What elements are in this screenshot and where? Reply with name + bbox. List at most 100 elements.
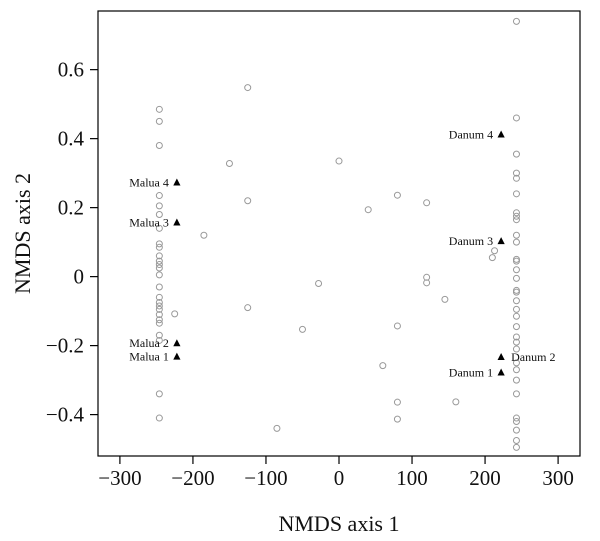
sample-point — [244, 84, 252, 92]
plot-frame — [97, 10, 581, 457]
sample-point — [393, 191, 401, 199]
sample-point — [512, 376, 520, 384]
sample-point — [512, 231, 520, 239]
sample-point — [244, 304, 252, 312]
sample-point — [512, 288, 520, 296]
sample-point — [244, 197, 252, 205]
sample-point — [155, 293, 163, 301]
site-point — [173, 218, 181, 226]
sample-point — [155, 331, 163, 339]
sample-point — [512, 390, 520, 398]
sample-point — [155, 316, 163, 324]
sample-point — [512, 418, 520, 426]
sample-point — [452, 398, 460, 406]
sample-point — [512, 323, 520, 331]
sample-point — [393, 415, 401, 423]
y-tick-label: 0 — [74, 265, 85, 289]
sample-point — [155, 142, 163, 150]
x-tick-label: 0 — [334, 466, 345, 490]
sample-point — [512, 312, 520, 320]
site-point — [173, 352, 181, 360]
sample-point — [512, 443, 520, 451]
sample-point — [155, 257, 163, 265]
site-point — [497, 352, 505, 360]
x-tick-label: −200 — [171, 466, 214, 490]
sample-point — [155, 302, 163, 310]
sample-point — [512, 17, 520, 25]
sample-point — [491, 247, 499, 255]
site-point — [497, 130, 505, 138]
y-tick-label: 0.6 — [58, 58, 84, 82]
sample-point — [512, 274, 520, 282]
site-point-label: Danum 2 — [511, 350, 555, 364]
sample-point — [512, 238, 520, 246]
sample-point — [512, 414, 520, 422]
site-point — [173, 339, 181, 347]
x-tick-label: 100 — [396, 466, 428, 490]
sample-point — [512, 366, 520, 374]
sample-point — [315, 280, 323, 288]
sample-point — [512, 114, 520, 122]
sample-point — [155, 240, 163, 248]
sample-point — [512, 436, 520, 444]
sample-point — [225, 159, 233, 167]
sample-point — [155, 305, 163, 313]
sample-point — [512, 266, 520, 274]
sample-point — [155, 105, 163, 113]
y-tick-label: −0.2 — [46, 334, 84, 358]
x-axis-title: NMDS axis 1 — [278, 511, 399, 536]
y-tick-label: −0.4 — [46, 403, 85, 427]
y-tick-label: 0.4 — [58, 127, 85, 151]
sample-point — [512, 426, 520, 434]
site-point-label: Malua 2 — [129, 336, 169, 350]
x-tick-label: 200 — [469, 466, 501, 490]
sample-point — [298, 325, 306, 333]
sample-point — [364, 206, 372, 214]
x-axis: −300 −200 −100 0 100 200 300 — [98, 456, 574, 490]
sample-point — [155, 224, 163, 232]
sample-point — [512, 338, 520, 346]
site-point — [173, 178, 181, 186]
sample-point — [155, 202, 163, 210]
sample-point — [423, 199, 431, 207]
x-tick-label: −100 — [244, 466, 287, 490]
sample-point — [512, 190, 520, 198]
sample-point — [155, 283, 163, 291]
sample-points — [155, 17, 520, 451]
sample-point — [512, 359, 520, 367]
sample-point — [335, 157, 343, 165]
x-tick-label: −300 — [98, 466, 141, 490]
site-point — [497, 368, 505, 376]
sample-point — [393, 322, 401, 330]
site-point-label: Danum 4 — [449, 127, 493, 141]
sample-point — [379, 362, 387, 370]
site-point-label: Malua 4 — [129, 175, 169, 189]
sample-point — [155, 390, 163, 398]
sample-point — [512, 212, 520, 220]
sample-point — [155, 336, 163, 344]
sample-point — [200, 231, 208, 239]
sample-point — [171, 310, 179, 318]
site-point-label: Danum 1 — [449, 366, 493, 380]
sample-point — [512, 297, 520, 305]
site-point — [497, 237, 505, 245]
sample-point — [155, 261, 163, 269]
sample-point — [423, 279, 431, 287]
sample-point — [155, 319, 163, 327]
sample-point — [512, 174, 520, 182]
sample-point — [155, 117, 163, 125]
sample-point — [512, 333, 520, 341]
sample-point — [512, 209, 520, 217]
sample-point — [512, 150, 520, 158]
sample-point — [155, 243, 163, 251]
site-point-label: Malua 3 — [129, 215, 169, 229]
sample-point — [273, 424, 281, 432]
sample-point — [155, 252, 163, 260]
y-axis-title: NMDS axis 2 — [10, 173, 35, 294]
sample-point — [155, 192, 163, 200]
sample-point — [441, 295, 449, 303]
sample-point — [155, 264, 163, 272]
sample-point — [155, 414, 163, 422]
